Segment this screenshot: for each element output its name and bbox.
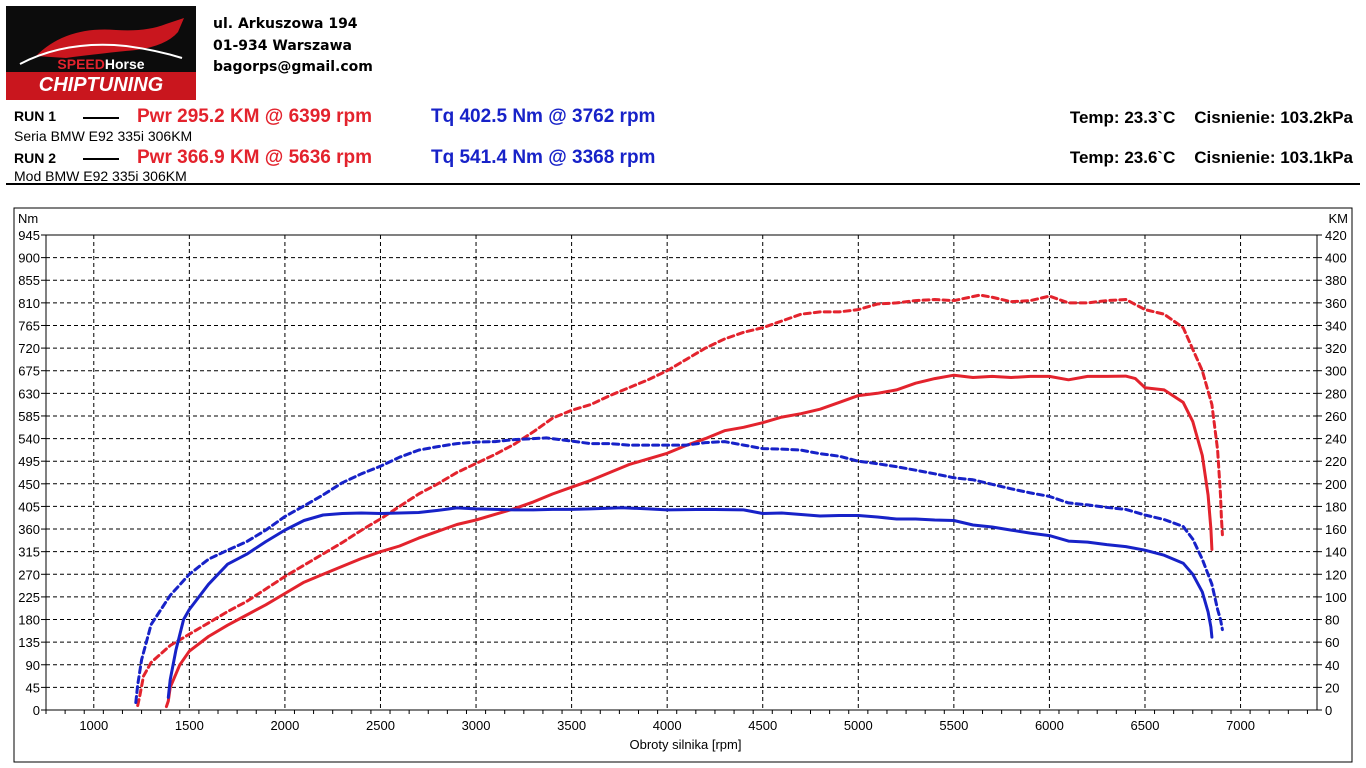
y-left-tick-label: 855	[18, 273, 40, 288]
run-1-torque-peak: Tq 402.5 Nm @ 3762 rpm	[431, 106, 656, 127]
logo-word-speed: SPEED	[57, 56, 105, 72]
address-email: bagorps@gmail.com	[213, 59, 373, 75]
y-left-tick-label: 180	[18, 613, 40, 628]
y-left-tick-label: 540	[18, 432, 40, 447]
y-left-tick-label: 225	[18, 590, 40, 605]
y-right-tick-label: 360	[1325, 296, 1347, 311]
y-right-tick-label: 100	[1325, 590, 1347, 605]
series-power-run-2	[136, 293, 1224, 707]
x-tick-label: 2500	[366, 718, 395, 733]
y-right-tick-label: 220	[1325, 454, 1347, 469]
y-right-tick-label: 380	[1325, 273, 1347, 288]
x-tick-label: 7000	[1226, 718, 1255, 733]
y-right-tick-label: 60	[1325, 635, 1339, 650]
x-tick-label: 1000	[79, 718, 108, 733]
y-left-tick-label: 90	[26, 658, 40, 673]
y-right-tick-label: 340	[1325, 318, 1347, 333]
y-right-tick-label: 160	[1325, 522, 1347, 537]
y-left-tick-label: 45	[26, 680, 40, 695]
y-right-tick-label: 0	[1325, 703, 1332, 718]
y-left-tick-label: 405	[18, 499, 40, 514]
y-left-tick-label: 675	[18, 364, 40, 379]
y-right-tick-label: 20	[1325, 680, 1339, 695]
series-power-run-1	[164, 373, 1214, 709]
y-right-tick-label: 260	[1325, 409, 1347, 424]
y-left-tick-label: 315	[18, 545, 40, 560]
company-address: ul. Arkuszowa 194 01-934 Warszawa bagorp…	[213, 14, 373, 79]
run-2-torque-peak: Tq 541.4 Nm @ 3368 rpm	[431, 147, 656, 168]
y-right-axis-title: KM	[1329, 211, 1349, 226]
run-1-line-sample	[83, 117, 119, 119]
y-left-tick-label: 720	[18, 341, 40, 356]
y-left-tick-label: 900	[18, 251, 40, 266]
run-1-power-peak: Pwr 295.2 KM @ 6399 rpm	[137, 106, 373, 127]
chart-frame	[13, 207, 1353, 763]
x-tick-label: 6500	[1131, 718, 1160, 733]
x-tick-label: 1500	[175, 718, 204, 733]
y-right-tick-label: 80	[1325, 613, 1339, 628]
run-1-conditions: Temp: 23.3`C Cisnienie: 103.2kPa	[1069, 108, 1353, 127]
y-left-tick-label: 450	[18, 477, 40, 492]
run-2-line-sample	[83, 158, 119, 160]
series-torque-run-1	[166, 506, 1214, 699]
header-separator	[6, 183, 1360, 185]
y-right-tick-label: 400	[1325, 251, 1347, 266]
address-city: 01-934 Warszawa	[213, 37, 352, 54]
y-left-tick-label: 810	[18, 296, 40, 311]
y-left-axis-title: Nm	[18, 211, 38, 226]
x-tick-label: 3500	[557, 718, 586, 733]
run-2-label: RUN 2	[14, 150, 57, 166]
y-right-tick-label: 240	[1325, 432, 1347, 447]
y-right-tick-label: 300	[1325, 364, 1347, 379]
x-tick-label: 4000	[653, 718, 682, 733]
y-right-tick-label: 120	[1325, 567, 1347, 582]
y-right-tick-label: 280	[1325, 386, 1347, 401]
x-tick-label: 2000	[270, 718, 299, 733]
x-tick-label: 4500	[748, 718, 777, 733]
logo-word-horse: Horse	[104, 56, 145, 72]
x-tick-label: 5000	[844, 718, 873, 733]
logo-banner	[6, 72, 196, 100]
y-left-tick-label: 0	[33, 703, 40, 718]
run-1-description: Seria BMW E92 335i 306KM	[14, 128, 193, 144]
logo-chiptuning: CHIPTUNING	[38, 74, 164, 96]
y-right-tick-label: 420	[1325, 228, 1347, 243]
run-2-power-peak: Pwr 366.9 KM @ 5636 rpm	[137, 147, 373, 168]
speedhorse-logo: SPEEDHorse CHIPTUNING	[6, 6, 196, 100]
y-right-tick-label: 200	[1325, 477, 1347, 492]
y-right-tick-label: 140	[1325, 545, 1347, 560]
y-left-tick-label: 945	[18, 228, 40, 243]
y-left-tick-label: 360	[18, 522, 40, 537]
y-left-tick-label: 765	[18, 318, 40, 333]
x-tick-label: 3000	[462, 718, 491, 733]
y-left-tick-label: 585	[18, 409, 40, 424]
y-left-tick-label: 270	[18, 567, 40, 582]
plot-area	[45, 234, 1318, 711]
y-left-tick-label: 495	[18, 454, 40, 469]
run-1-label: RUN 1	[14, 108, 57, 124]
x-tick-label: 5500	[939, 718, 968, 733]
address-street: ul. Arkuszowa 194	[213, 16, 358, 32]
x-tick-label: 6000	[1035, 718, 1064, 733]
y-right-tick-label: 40	[1325, 658, 1339, 673]
y-left-tick-label: 135	[18, 635, 40, 650]
y-right-tick-label: 320	[1325, 341, 1347, 356]
logo-wordmark: SPEEDHorse	[6, 56, 196, 72]
y-right-tick-label: 180	[1325, 499, 1347, 514]
run-2-description: Mod BMW E92 335i 306KM	[14, 168, 187, 184]
y-left-tick-label: 630	[18, 386, 40, 401]
horse-emblem-icon	[19, 18, 184, 65]
series-torque-run-2	[134, 436, 1224, 704]
x-axis-title: Obroty silnika [rpm]	[630, 737, 742, 752]
run-2-conditions: Temp: 23.6`C Cisnienie: 103.1kPa	[1069, 148, 1353, 167]
